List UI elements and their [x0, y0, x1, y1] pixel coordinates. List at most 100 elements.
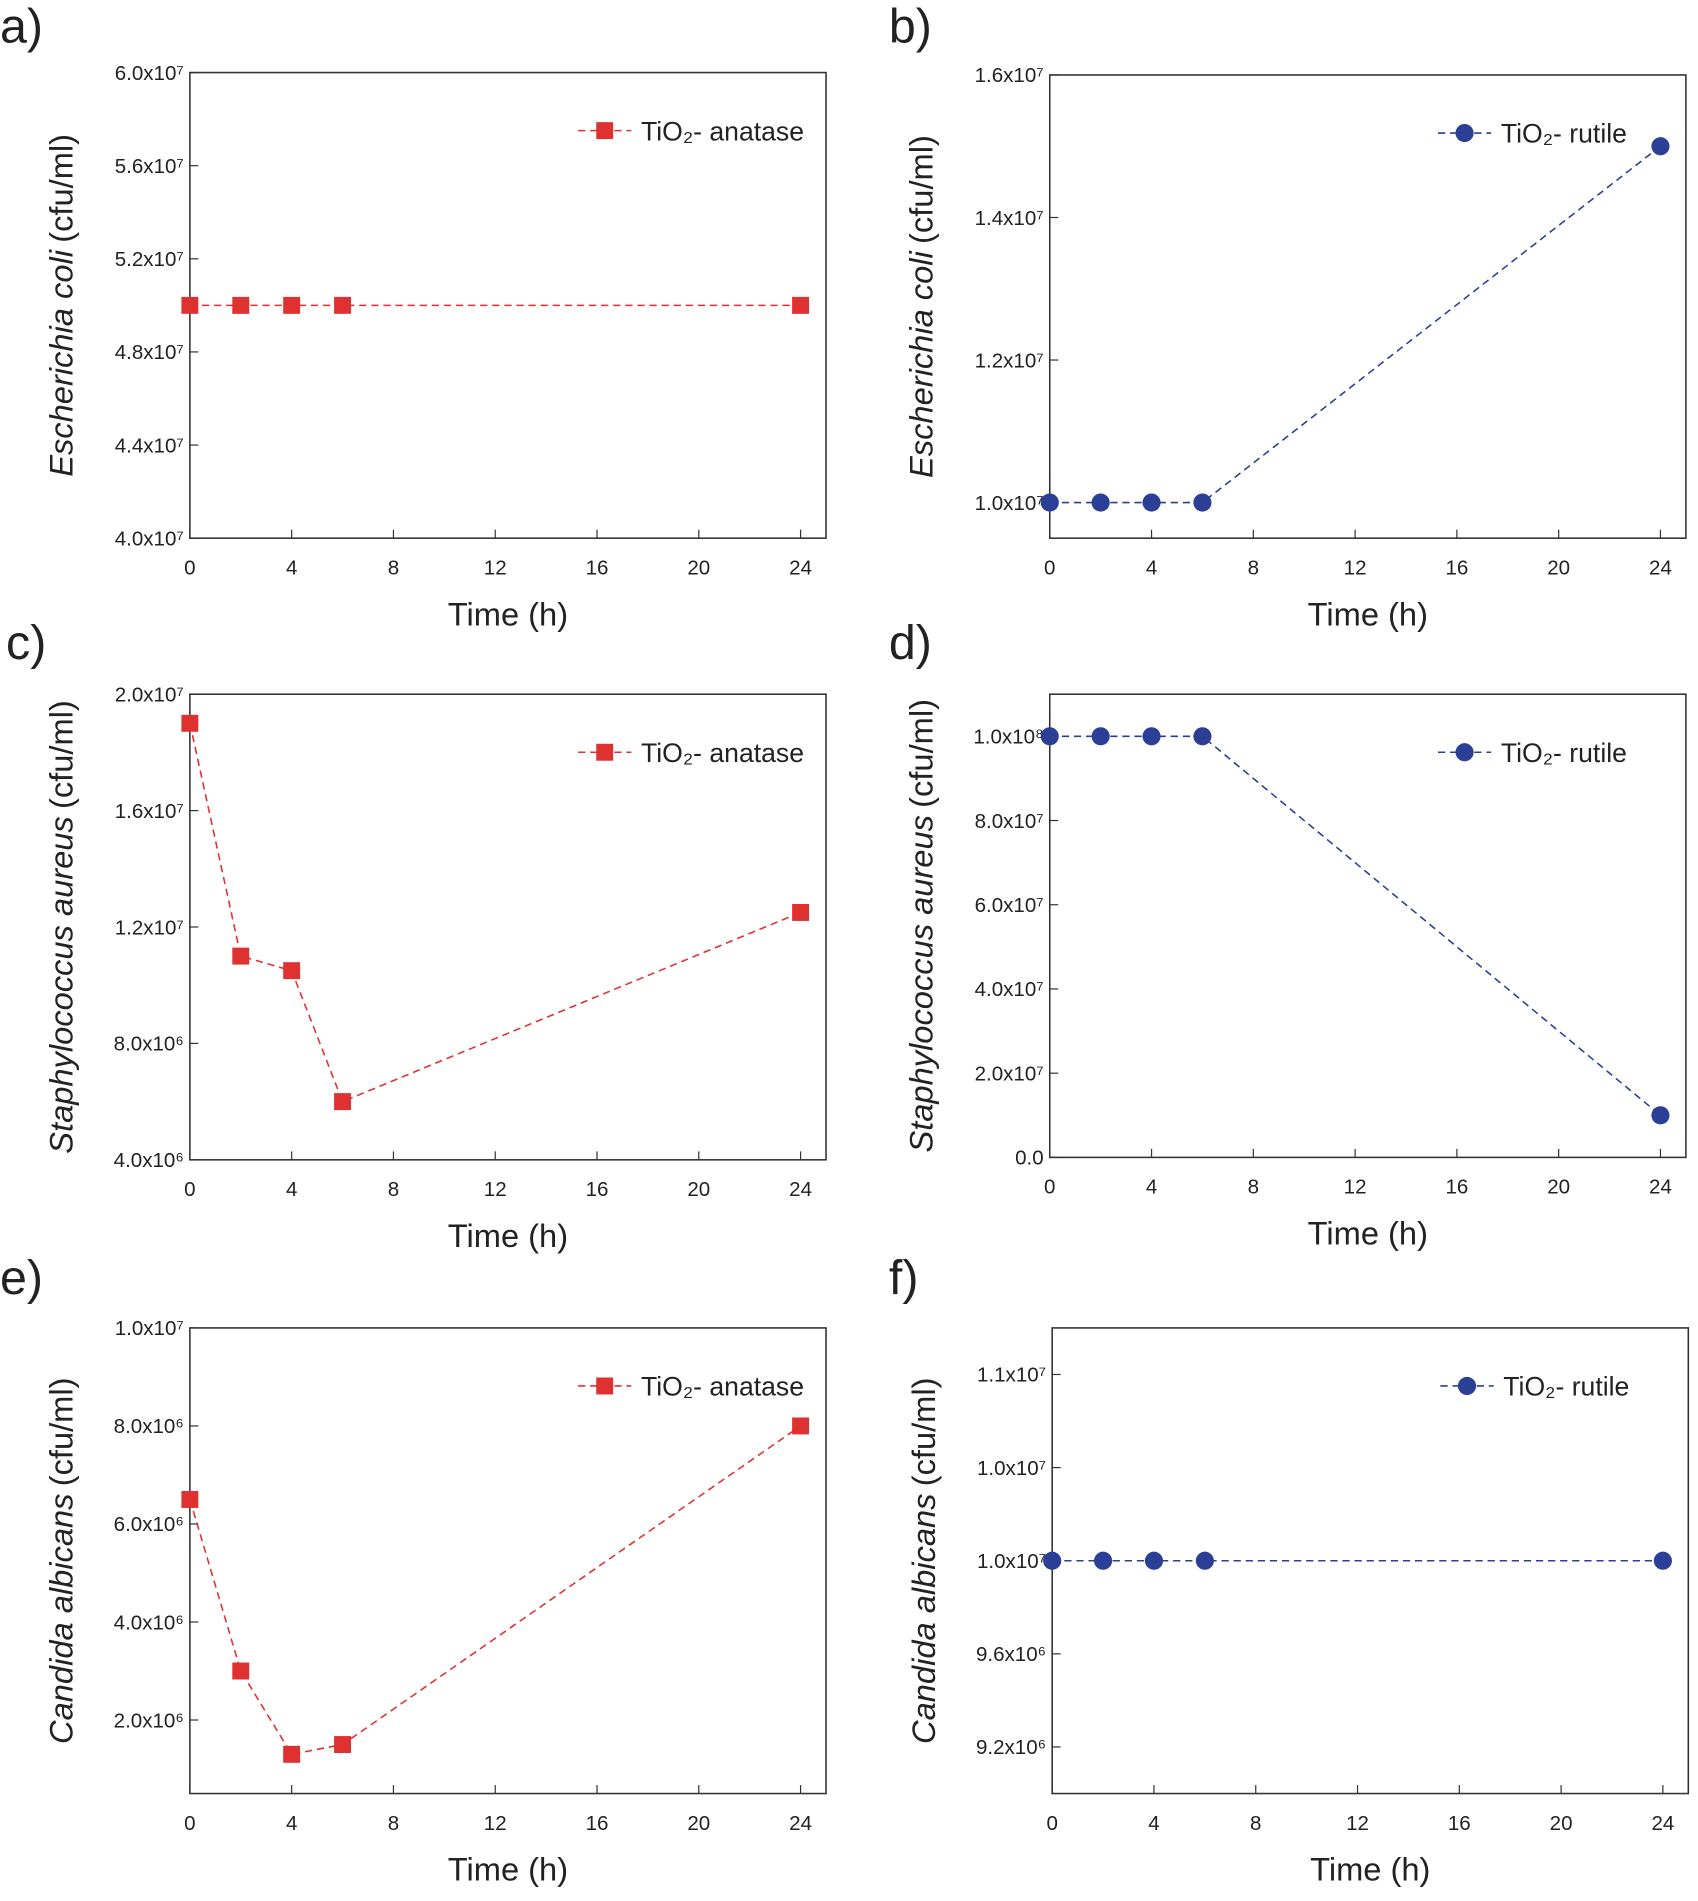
x-tick-label: 24 [789, 1812, 812, 1835]
chart-panel: a) 0 4 8 12 16 20 24 4.0x10⁷ 4.4x10⁷ 4.8x10⁷ 5.2x10… [0, 0, 827, 632]
y-tick-label: 8.0x10⁶ [114, 1415, 184, 1438]
x-tick-label: 8 [388, 1178, 399, 1201]
x-tick-label: 12 [1346, 1812, 1369, 1835]
x-tick-label: 16 [1448, 1812, 1471, 1835]
chart-panel: c) 0 4 8 12 16 20 24 4.0x10⁶ 8.0x10⁶ 1.2x10⁷ 1.6x10… [6, 616, 827, 1254]
y-tick-label: 1.0x10⁷ [115, 1317, 184, 1340]
x-tick-label: 16 [1445, 1176, 1468, 1199]
data-point [1093, 1551, 1113, 1570]
x-tick-label: 12 [484, 556, 507, 579]
y-tick-label: 6.0x10⁷ [115, 62, 184, 85]
x-tick-label: 8 [388, 1812, 399, 1835]
y-tick-label: 4.4x10⁷ [115, 434, 184, 457]
x-tick-label: 8 [1250, 1812, 1261, 1835]
x-tick-label: 24 [789, 1178, 812, 1201]
y-tick-label: 1.6x10⁷ [975, 64, 1044, 87]
panel-label: e) [0, 1251, 43, 1305]
x-tick-label: 8 [388, 556, 399, 579]
y-tick-label: 8.0x10⁶ [114, 1033, 184, 1056]
y-tick-label: 1.6x10⁷ [115, 800, 184, 823]
x-tick-label: 0 [1046, 1812, 1057, 1835]
x-tick-label: 24 [1649, 1176, 1672, 1199]
y-tick-label: 4.0x10⁶ [114, 1149, 184, 1172]
series-line [189, 1425, 802, 1756]
x-tick-label: 0 [1044, 556, 1055, 579]
y-tick-label: 1.2x10⁷ [115, 916, 184, 939]
y-tick-label: 1.2x10⁷ [975, 349, 1044, 372]
x-tick-label: 24 [1649, 556, 1672, 579]
x-tick-label: 4 [1146, 556, 1157, 579]
data-point [283, 962, 301, 980]
plot-frame [1048, 693, 1687, 1159]
x-tick-label: 12 [1344, 556, 1367, 579]
y-axis-label: Staphylococcus aureus (cfu/ml) [43, 700, 80, 1154]
legend-label: TiO₂- rutile [1503, 1372, 1629, 1402]
panel-label: c) [6, 616, 46, 670]
data-point [1091, 493, 1110, 512]
x-tick-label: 24 [789, 556, 812, 579]
x-tick-label: 16 [1445, 556, 1468, 579]
legend-marker [596, 122, 614, 140]
x-tick-label: 4 [1146, 1176, 1157, 1199]
x-axis-label: Time (h) [1308, 595, 1428, 632]
x-axis-label: Time (h) [1308, 1214, 1428, 1251]
data-point [1651, 1106, 1670, 1125]
y-tick-label: 9.6x10⁶ [976, 1643, 1046, 1666]
x-tick-label: 24 [1651, 1812, 1674, 1835]
chart-panel: b) 0 4 8 12 16 20 24 1.0x10⁷ 1.2x10⁷ 1.4x10⁷ 1.6x10… [889, 0, 1687, 632]
data-point [1193, 493, 1212, 512]
x-tick-label: 4 [286, 1812, 297, 1835]
legend-label: TiO₂- rutile [1501, 738, 1627, 768]
x-tick-label: 0 [184, 1812, 195, 1835]
data-point [1043, 1551, 1062, 1570]
chart-panel: e) 0 4 8 12 16 20 24 2.0x10⁶ 4.0x10⁶ 6.0x10⁶ 8.0x10… [0, 1251, 827, 1888]
y-tick-label: 5.6x10⁷ [115, 155, 184, 178]
data-point [232, 296, 250, 314]
x-tick-label: 4 [1148, 1812, 1159, 1835]
x-tick-label: 0 [184, 556, 195, 579]
y-axis-unit: (cfu/ml) [43, 134, 80, 243]
series-line [1049, 735, 1661, 1116]
y-axis-species: Staphylococcus aureus [43, 816, 80, 1153]
y-axis-label: Candida albicans (cfu/ml) [43, 1377, 80, 1743]
data-point [1193, 727, 1212, 746]
x-tick-label: 0 [1044, 1176, 1055, 1199]
legend-label: TiO₂- rutile [1501, 119, 1627, 149]
y-tick-label: 1.0x10⁷ [975, 492, 1044, 515]
y-tick-label: 4.0x10⁷ [975, 978, 1044, 1001]
y-axis-unit: (cfu/ml) [902, 699, 939, 808]
data-point [792, 903, 810, 921]
data-point [1653, 1551, 1672, 1570]
legend-marker [1457, 1376, 1477, 1396]
x-tick-label: 4 [286, 1178, 297, 1201]
y-tick-label: 2.0x10⁶ [114, 1709, 184, 1732]
y-tick-label: 5.2x10⁷ [115, 248, 184, 271]
y-tick-label: 1.1x10⁷ [977, 1364, 1046, 1387]
x-tick-label: 20 [1550, 1812, 1573, 1835]
series-line [189, 723, 801, 1103]
y-axis-label: Escherichia coli (cfu/ml) [43, 134, 80, 477]
y-tick-label: 6.0x10⁶ [114, 1513, 184, 1536]
x-tick-label: 20 [1547, 1176, 1570, 1199]
data-point [1144, 1551, 1164, 1570]
data-point [232, 947, 250, 965]
legend-label: TiO₂- anatase [641, 1372, 804, 1402]
data-point [334, 1093, 352, 1111]
series-line [1049, 145, 1661, 504]
y-axis-species: Candida albicans [43, 1494, 80, 1744]
data-point [1040, 493, 1059, 512]
data-point [1142, 727, 1161, 746]
data-point [1195, 1551, 1214, 1570]
x-tick-label: 20 [687, 1812, 710, 1835]
legend-marker [1455, 123, 1474, 143]
data-point [1142, 493, 1161, 512]
x-tick-label: 20 [687, 556, 710, 579]
x-tick-label: 20 [687, 1178, 710, 1201]
y-tick-label: 2.0x10⁷ [115, 683, 184, 706]
x-tick-label: 12 [484, 1178, 507, 1201]
y-tick-label: 1.0x10⁸ [973, 726, 1043, 749]
x-tick-label: 16 [586, 1812, 609, 1835]
plot-frame [1048, 74, 1687, 539]
data-point [792, 1417, 810, 1435]
